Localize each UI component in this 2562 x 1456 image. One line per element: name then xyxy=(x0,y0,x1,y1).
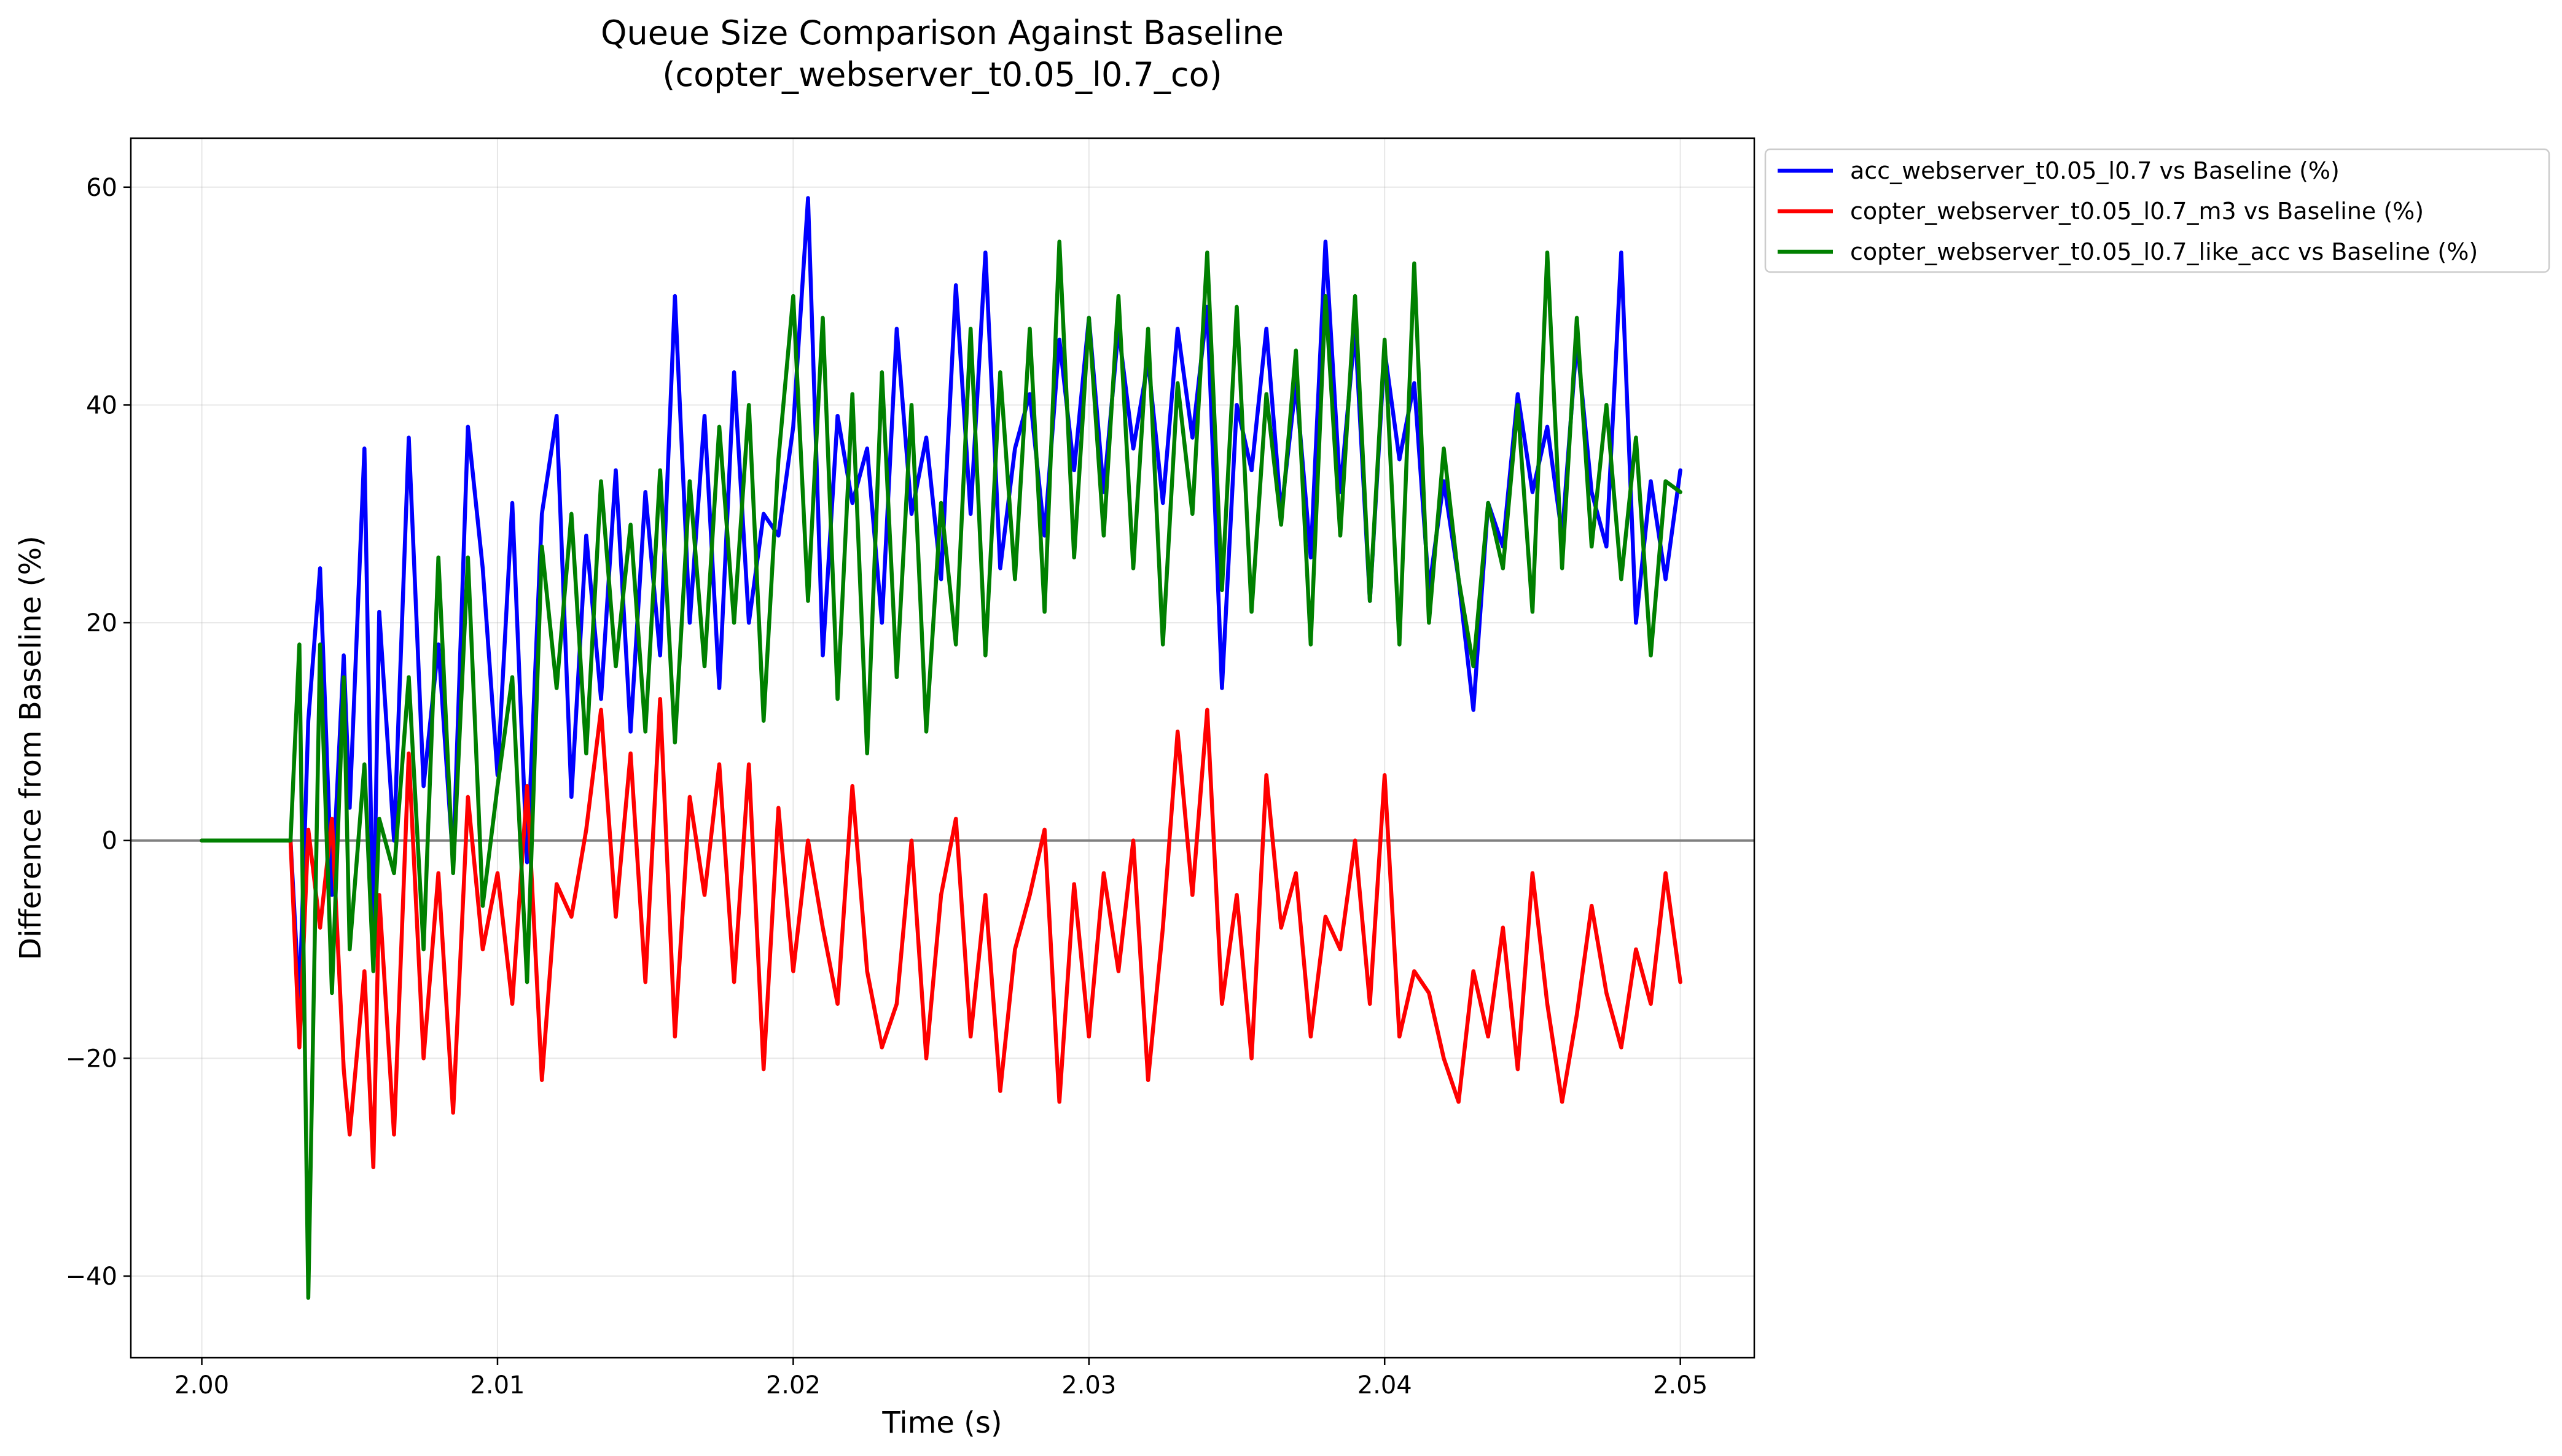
legend-box xyxy=(1764,148,2550,273)
plot-frame xyxy=(130,137,1756,1359)
x-tick-label: 2.00 xyxy=(174,1371,229,1400)
x-axis-label: Time (s) xyxy=(881,1406,1002,1440)
x-tick-label: 2.01 xyxy=(470,1371,525,1400)
series-group xyxy=(200,196,1682,1300)
x-tick-label: 2.05 xyxy=(1653,1371,1708,1400)
y-tick-label: 60 xyxy=(86,174,117,202)
x-tick-label: 2.03 xyxy=(1061,1371,1116,1400)
y-axis-label: Difference from Baseline (%) xyxy=(14,535,48,960)
y-tick-label: 20 xyxy=(86,609,117,637)
legend-label-2: copter_webserver_t0.05_l0.7_like_acc vs … xyxy=(1850,238,2478,265)
y-tick-label: −40 xyxy=(66,1263,117,1291)
y-tick-label: 0 xyxy=(102,827,117,855)
chart-title: Queue Size Comparison Against Baseline xyxy=(601,14,1284,52)
legend-label-1: copter_webserver_t0.05_l0.7_m3 vs Baseli… xyxy=(1850,198,2424,225)
x-axis: 2.00 2.01 2.02 2.03 2.04 2.05 xyxy=(174,1358,1708,1400)
y-axis: −40 −20 0 20 40 60 xyxy=(66,174,131,1291)
chart-subtitle: (copter_webserver_t0.05_l0.7_co) xyxy=(662,55,1222,94)
series-line-1 xyxy=(200,696,1682,1169)
legend: acc_webserver_t0.05_l0.7 vs Baseline (%)… xyxy=(1764,148,2550,273)
y-tick-label: 40 xyxy=(86,391,117,419)
y-tick-label: −20 xyxy=(66,1045,117,1073)
x-tick-label: 2.04 xyxy=(1357,1371,1412,1400)
legend-entries: acc_webserver_t0.05_l0.7 vs Baseline (%)… xyxy=(1778,157,2478,265)
legend-label-0: acc_webserver_t0.05_l0.7 vs Baseline (%) xyxy=(1850,157,2340,184)
x-tick-label: 2.02 xyxy=(766,1371,821,1400)
series-line-2 xyxy=(200,239,1682,1300)
